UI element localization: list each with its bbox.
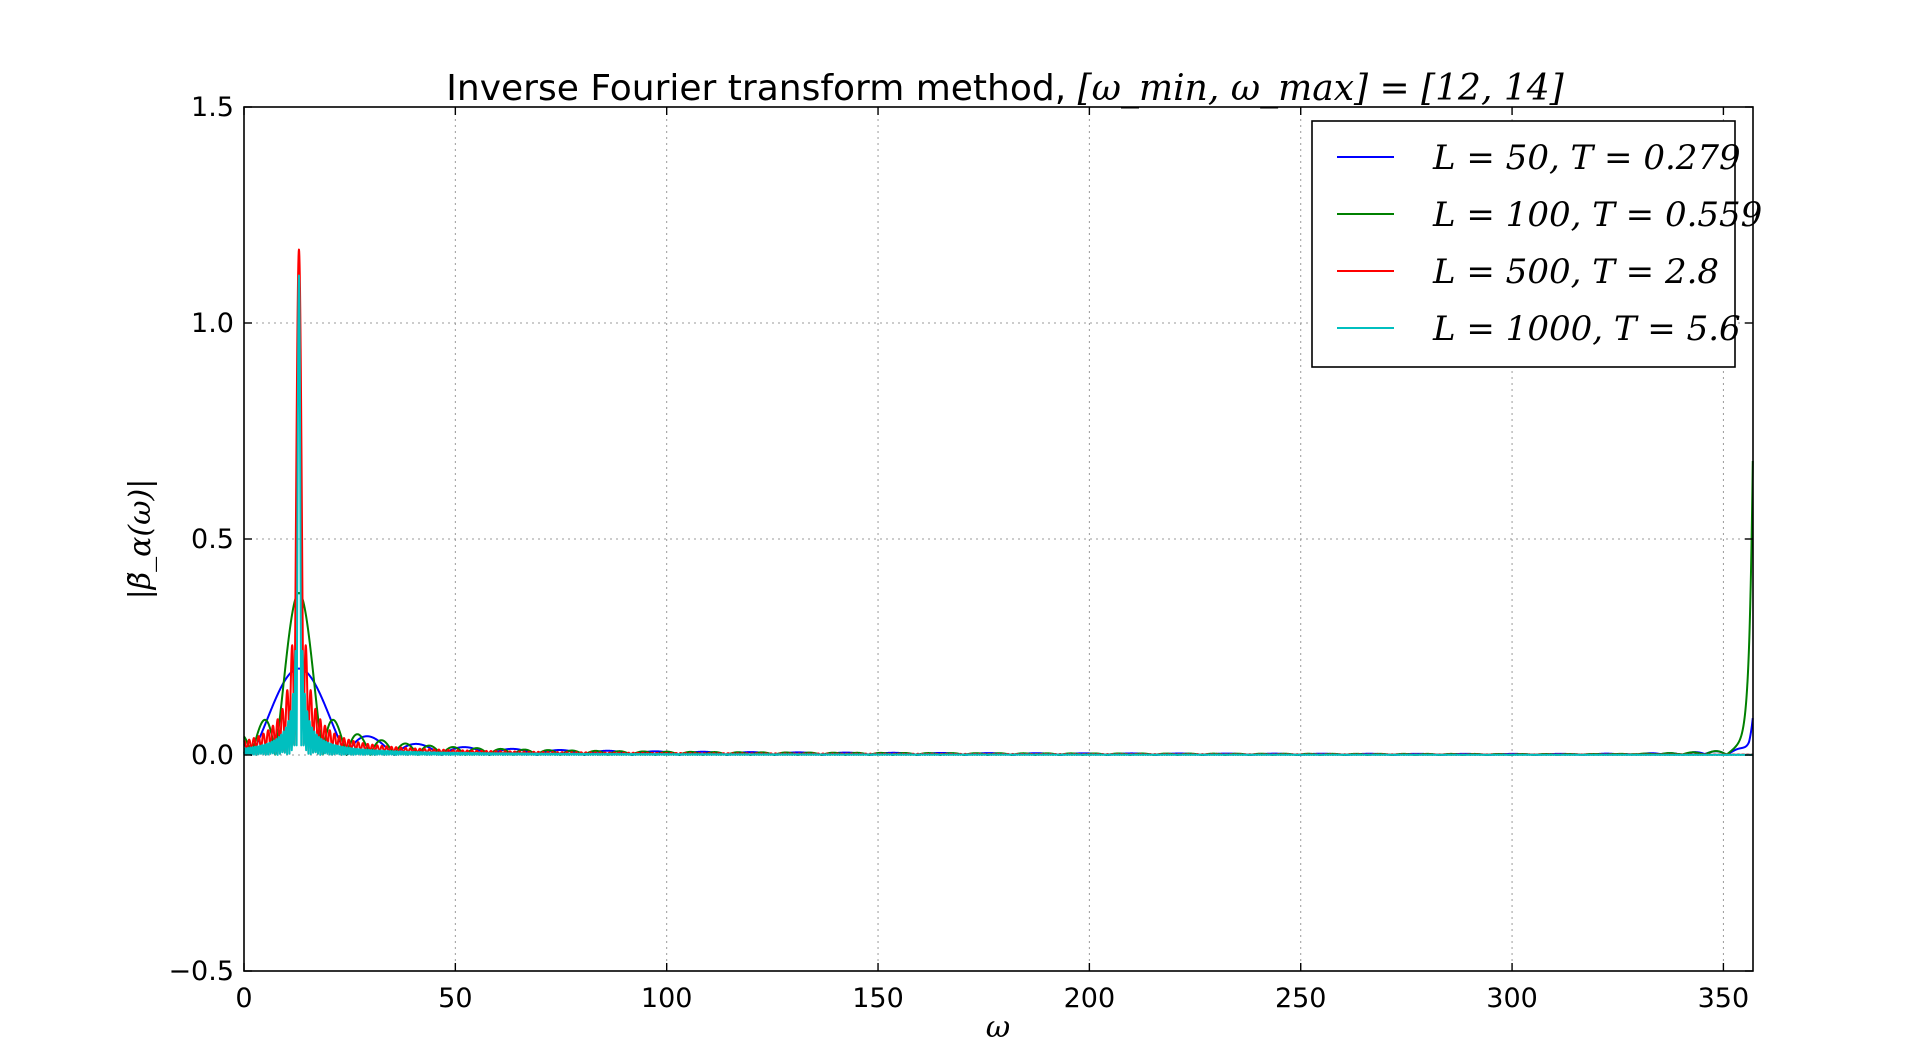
y-tick-label: 0.5 — [191, 524, 234, 555]
x-tick-label: 250 — [1275, 983, 1327, 1014]
x-tick-label: 100 — [641, 983, 693, 1014]
legend-label-series-1: L = 100, T = 0.559 — [1432, 195, 1762, 235]
chart-title-math: [ω_min, ω_max] = [12, 14] — [1078, 68, 1565, 109]
y-tick-label: −0.5 — [168, 956, 234, 987]
y-axis-label: |β̃_α(ω)| — [123, 479, 158, 600]
series-layer — [243, 248, 1754, 756]
x-tick-label: 50 — [438, 983, 472, 1014]
chart-title-text: Inverse Fourier transform method, — [446, 68, 1077, 109]
legend-label-series-2: L = 500, T = 2.8 — [1432, 252, 1719, 292]
x-tick-label: 350 — [1698, 983, 1750, 1014]
y-tick-label: 1.5 — [191, 92, 234, 123]
grid — [244, 107, 1753, 971]
chart-title: Inverse Fourier transform method, [ω_min… — [446, 68, 1564, 109]
legend-label-series-0: L = 50, T = 0.279 — [1432, 138, 1741, 178]
x-axis-label: ω — [986, 1010, 1010, 1045]
legend-label-series-3: L = 1000, T = 5.6 — [1432, 309, 1741, 349]
y-tick-label: 1.0 — [191, 308, 234, 339]
legend: L = 50, T = 0.279 L = 100, T = 0.559 L =… — [1311, 120, 1762, 368]
series-line-3 — [243, 274, 1754, 756]
x-tick-label: 0 — [235, 983, 252, 1014]
x-tick-label: 150 — [852, 983, 904, 1014]
legend-box — [1311, 120, 1736, 368]
x-tick-label: 200 — [1064, 983, 1116, 1014]
tick-labels: 0 50 100 150 200 250 300 350 −0.5 0.0 0.5 1.0 1.5 — [168, 92, 1749, 1014]
ticks — [243, 106, 1753, 972]
x-tick-label: 300 — [1486, 983, 1538, 1014]
y-tick-label: 0.0 — [191, 740, 234, 771]
